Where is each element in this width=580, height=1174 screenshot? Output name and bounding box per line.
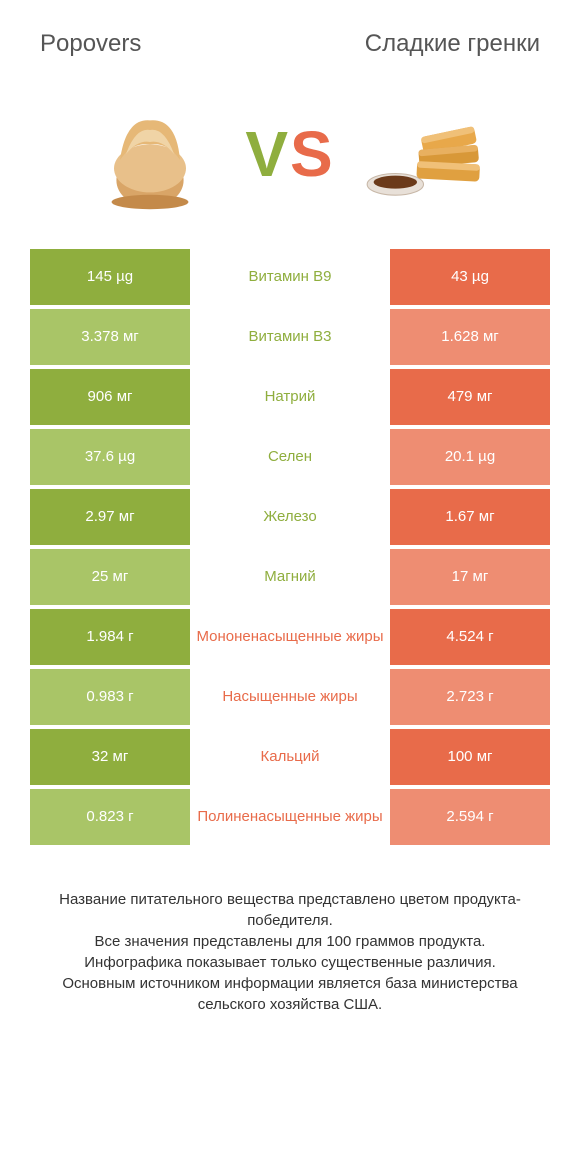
vs-v: V — [245, 118, 290, 190]
nutrient-label: Натрий — [190, 369, 390, 425]
header: Popovers Сладкие гренки — [0, 0, 580, 69]
right-value: 100 мг — [390, 729, 550, 785]
table-row: 145 µgВитамин B943 µg — [30, 249, 550, 305]
table-row: 25 мгМагний17 мг — [30, 549, 550, 605]
nutrient-label: Железо — [190, 489, 390, 545]
left-value: 0.823 г — [30, 789, 190, 845]
table-row: 0.983 гНасыщенные жиры2.723 г — [30, 669, 550, 725]
right-value: 1.67 мг — [390, 489, 550, 545]
table-row: 2.97 мгЖелезо1.67 мг — [30, 489, 550, 545]
nutrient-label: Витамин B9 — [190, 249, 390, 305]
left-value: 0.983 г — [30, 669, 190, 725]
left-value: 906 мг — [30, 369, 190, 425]
left-value: 145 µg — [30, 249, 190, 305]
table-row: 0.823 гПолиненасыщенные жиры2.594 г — [30, 789, 550, 845]
footer-line: Основным источником информации является … — [30, 973, 550, 1015]
comparison-table: 145 µgВитамин B943 µg3.378 мгВитамин B31… — [0, 249, 580, 845]
nutrient-label: Витамин B3 — [190, 309, 390, 365]
left-value: 2.97 мг — [30, 489, 190, 545]
table-row: 37.6 µgСелен20.1 µg — [30, 429, 550, 485]
left-value: 1.984 г — [30, 609, 190, 665]
right-value: 1.628 мг — [390, 309, 550, 365]
footer-notes: Название питательного вещества представл… — [0, 849, 580, 1035]
vs-s: S — [290, 118, 335, 190]
right-value: 20.1 µg — [390, 429, 550, 485]
nutrient-label: Полиненасыщенные жиры — [190, 789, 390, 845]
right-value: 479 мг — [390, 369, 550, 425]
footer-line: Все значения представлены для 100 граммо… — [30, 931, 550, 952]
vs-row: VS — [0, 69, 580, 249]
right-product-title: Сладкие гренки — [365, 30, 540, 59]
right-value: 2.594 г — [390, 789, 550, 845]
left-value: 25 мг — [30, 549, 190, 605]
nutrient-label: Магний — [190, 549, 390, 605]
right-value: 17 мг — [390, 549, 550, 605]
french-toast-sticks-icon — [365, 89, 495, 219]
nutrient-label: Насыщенные жиры — [190, 669, 390, 725]
footer-line: Инфографика показывает только существенн… — [30, 952, 550, 973]
table-row: 1.984 гМононенасыщенные жиры4.524 г — [30, 609, 550, 665]
right-value: 43 µg — [390, 249, 550, 305]
table-row: 906 мгНатрий479 мг — [30, 369, 550, 425]
nutrient-label: Кальций — [190, 729, 390, 785]
popover-icon — [85, 89, 215, 219]
footer-line: Название питательного вещества представл… — [30, 889, 550, 931]
vs-label: VS — [245, 117, 334, 191]
right-value: 2.723 г — [390, 669, 550, 725]
nutrient-label: Мононенасыщенные жиры — [190, 609, 390, 665]
left-value: 32 мг — [30, 729, 190, 785]
right-value: 4.524 г — [390, 609, 550, 665]
table-row: 3.378 мгВитамин B31.628 мг — [30, 309, 550, 365]
left-product-title: Popovers — [40, 30, 141, 58]
left-value: 37.6 µg — [30, 429, 190, 485]
left-value: 3.378 мг — [30, 309, 190, 365]
table-row: 32 мгКальций100 мг — [30, 729, 550, 785]
nutrient-label: Селен — [190, 429, 390, 485]
